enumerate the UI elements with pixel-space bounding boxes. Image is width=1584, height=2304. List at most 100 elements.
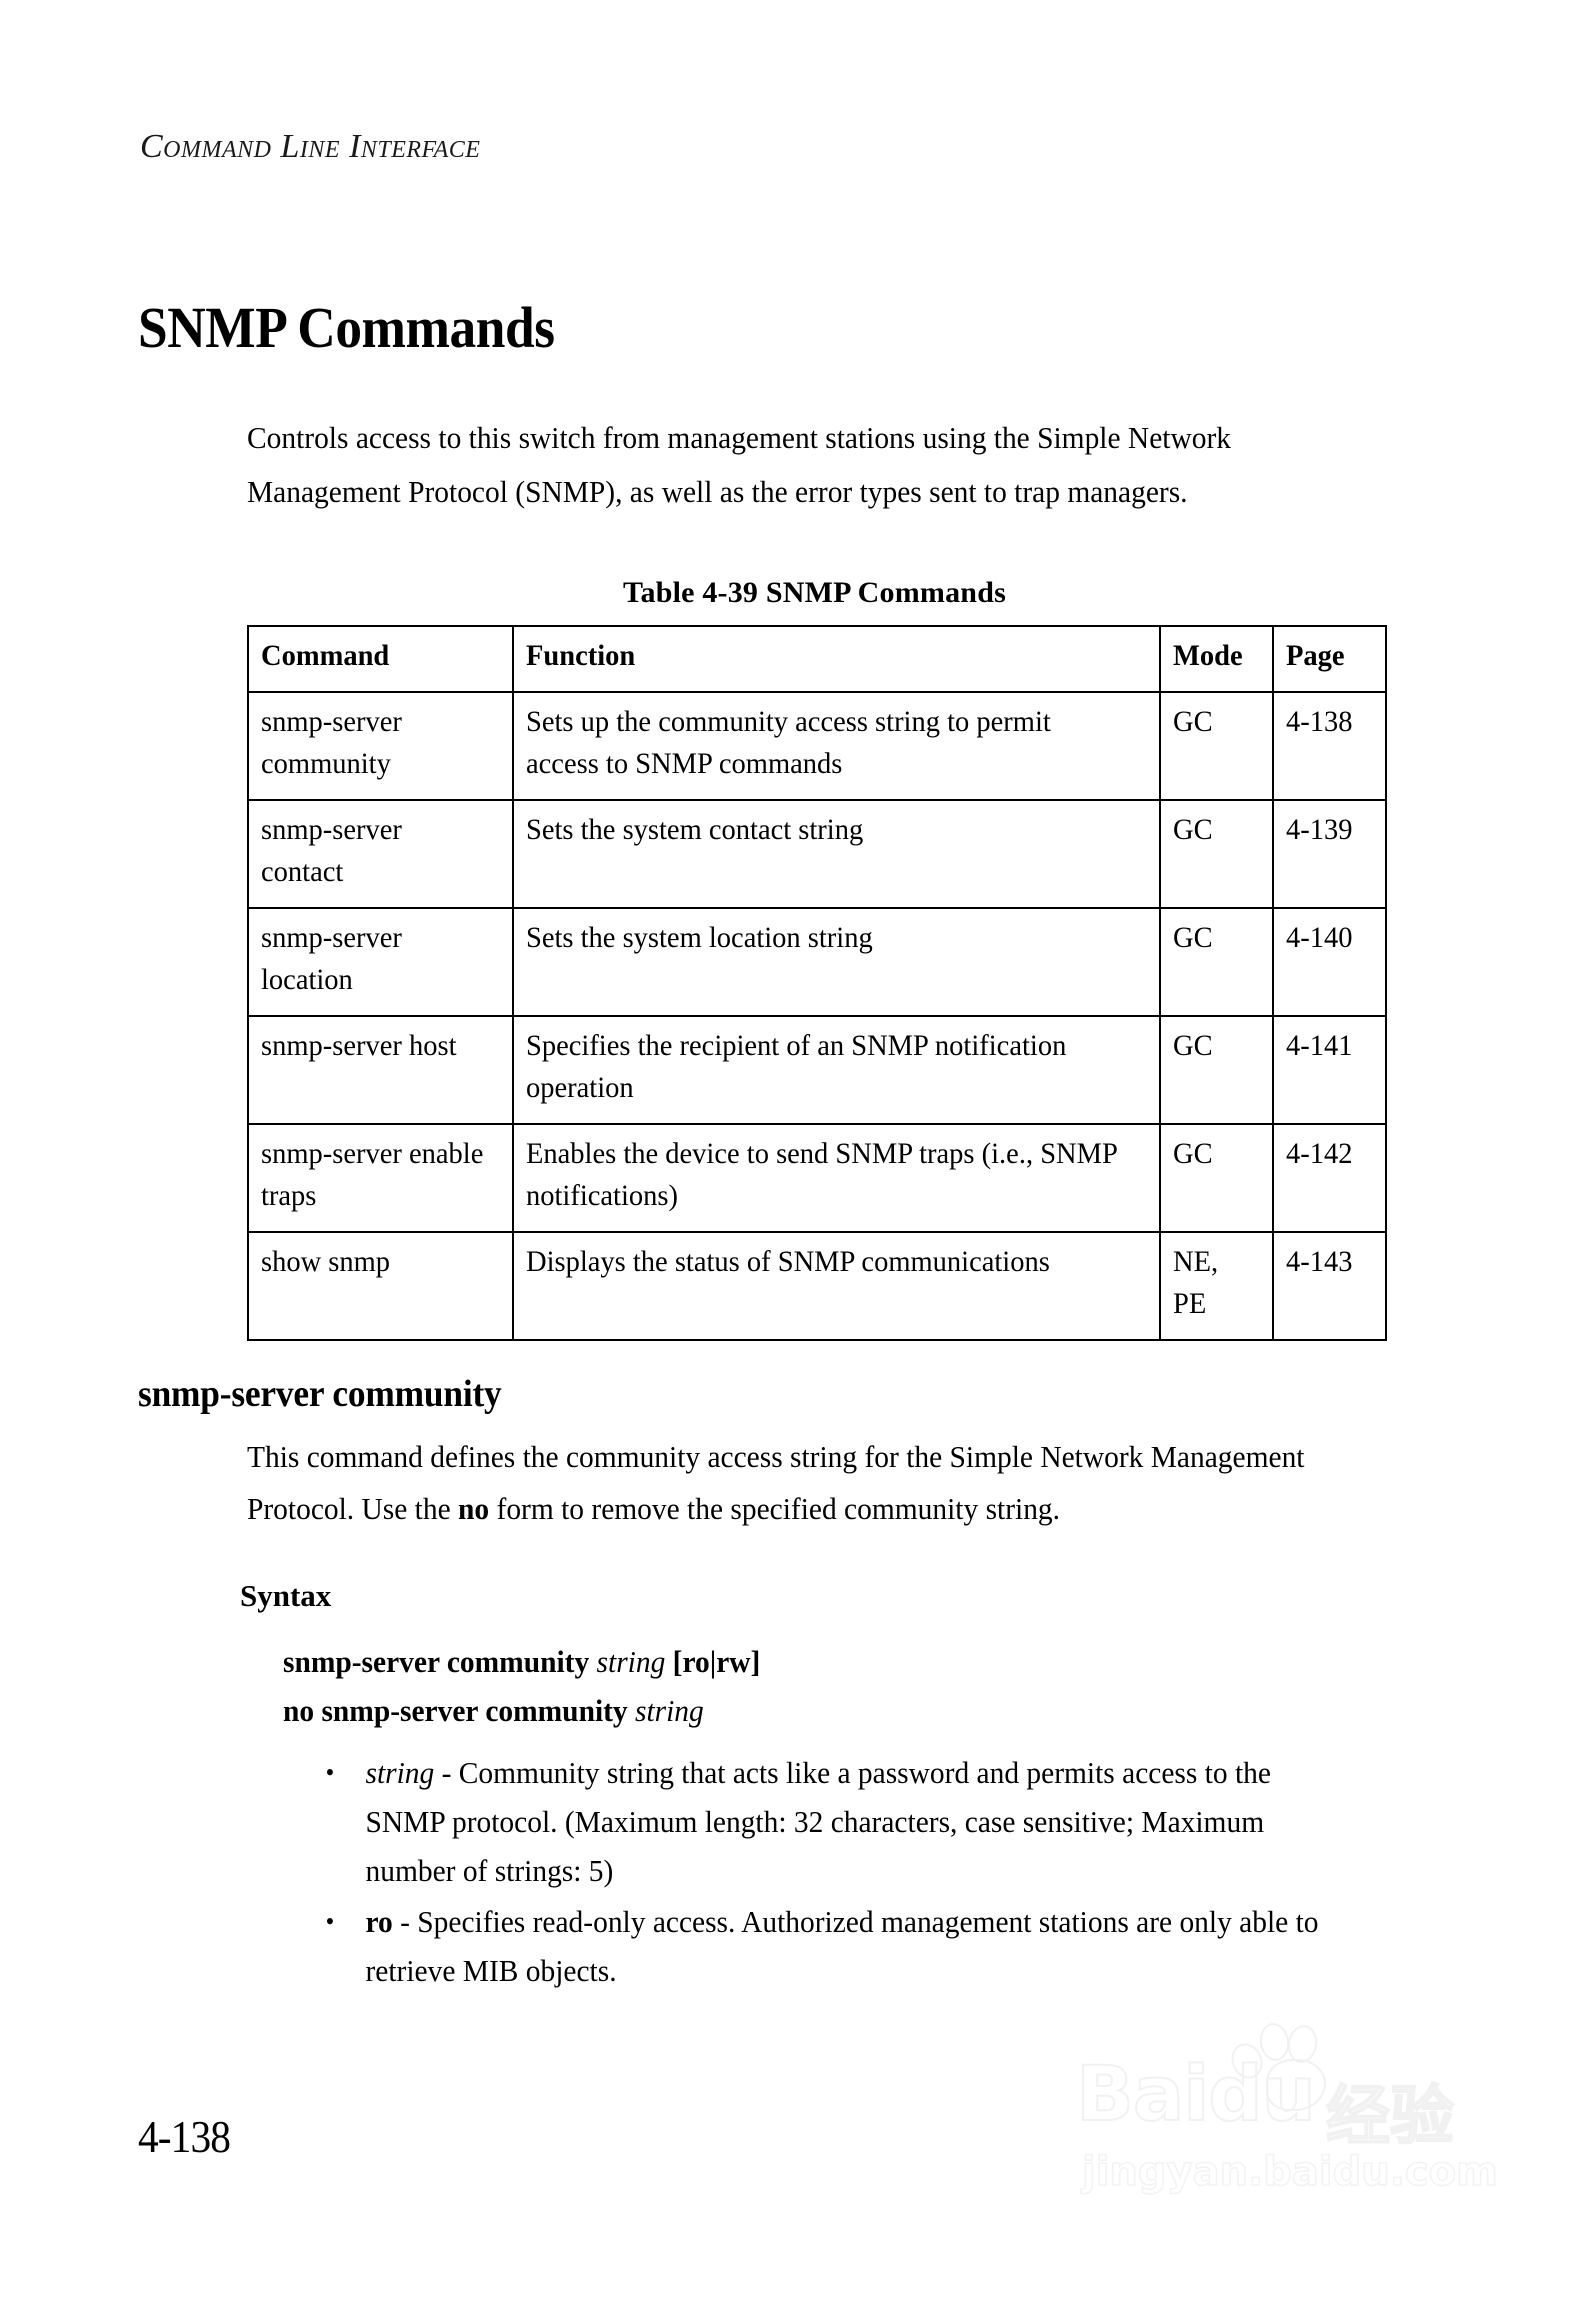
cell-command: snmp-server location	[247, 907, 514, 1017]
syntax-arg-string: string	[596, 1644, 666, 1679]
cell-text: snmp-server contact	[261, 813, 402, 888]
column-header-function: Function	[511, 625, 1161, 693]
cell-text: GC	[1172, 1029, 1213, 1062]
watermark-url: jingyan.baidu.com	[1081, 2148, 1498, 2196]
cell-mode: GC	[1158, 691, 1274, 801]
cell-text: snmp-server community	[261, 705, 402, 780]
cell-function: Sets up the community access string to p…	[511, 691, 1161, 801]
page-title: SNMP Commands	[138, 294, 555, 360]
watermark-brand-suffix: du	[1207, 2048, 1317, 2139]
syntax-command: snmp-server community	[283, 1644, 590, 1679]
intro-paragraph: Controls access to this switch from mana…	[247, 420, 1231, 509]
cell-text: 4-139	[1285, 813, 1353, 846]
cell-page: 4-142	[1271, 1123, 1388, 1233]
cell-mode: GC	[1158, 907, 1274, 1017]
cell-text: snmp-server host	[261, 1029, 457, 1062]
syntax-block: snmp-server community string [ro|rw] no …	[283, 1637, 760, 1735]
syntax-no-command: no snmp-server community	[283, 1693, 628, 1728]
cell-text: Enables the device to send SNMP traps (i…	[525, 1137, 1117, 1212]
section-paragraph-part1: This command defines the community acces…	[247, 1439, 1305, 1526]
table-row: snmp-server enable traps Enables the dev…	[247, 1123, 1388, 1233]
header-label: Page	[1285, 639, 1345, 672]
cell-text: NE, PE	[1172, 1245, 1218, 1320]
cell-mode: GC	[1158, 799, 1274, 909]
cell-page: 4-139	[1271, 799, 1388, 909]
cell-text: 4-140	[1285, 921, 1353, 954]
table-caption: Table 4-39 SNMP Commands	[623, 576, 1006, 609]
running-head: Command Line Interface	[140, 128, 481, 165]
table-row: snmp-server community Sets up the commun…	[247, 691, 1388, 801]
cell-page: 4-140	[1271, 907, 1388, 1017]
cell-page: 4-141	[1271, 1015, 1388, 1125]
syntax-line-1: snmp-server community string [ro|rw]	[283, 1637, 760, 1686]
header-label: Mode	[1172, 639, 1243, 672]
cell-function: Sets the system contact string	[511, 799, 1161, 909]
syntax-line-2: no snmp-server community string	[283, 1686, 760, 1735]
watermark-brand-text: Bai	[1075, 2048, 1210, 2139]
watermark-brand: Baidu	[1075, 2048, 1317, 2139]
cell-text: 4-142	[1285, 1137, 1353, 1170]
bullet-icon: •	[325, 1758, 335, 1787]
cell-text: GC	[1172, 813, 1213, 846]
parameter-term: ro	[365, 1904, 393, 1939]
cell-command: snmp-server host	[247, 1015, 514, 1125]
cell-text: 4-143	[1285, 1245, 1353, 1278]
header-label: Command	[261, 639, 390, 672]
list-item: • string - Community string that acts lik…	[318, 1748, 1339, 1895]
cell-text: Sets up the community access string to p…	[525, 705, 1051, 780]
table-header-row: Command Function Mode Page	[247, 625, 1388, 693]
cell-text: GC	[1172, 705, 1213, 738]
column-header-page: Page	[1271, 625, 1388, 693]
paw-icon	[1226, 2017, 1336, 2113]
bullet-icon: •	[325, 1907, 335, 1936]
cell-function: Enables the device to send SNMP traps (i…	[511, 1123, 1161, 1233]
table-row: show snmp Displays the status of SNMP co…	[247, 1231, 1388, 1341]
cell-command: snmp-server contact	[247, 799, 514, 909]
table-row: snmp-server location Sets the system loc…	[247, 907, 1388, 1017]
cell-text: snmp-server enable traps	[261, 1137, 484, 1212]
parameter-description: - Community string that acts like a pass…	[365, 1755, 1271, 1888]
cell-page: 4-143	[1271, 1231, 1388, 1341]
parameter-term: string	[365, 1755, 435, 1790]
cell-text: Specifies the recipient of an SNMP notif…	[525, 1029, 1067, 1104]
column-header-mode: Mode	[1158, 625, 1274, 693]
cell-text: 4-138	[1285, 705, 1353, 738]
cell-text: show snmp	[261, 1245, 391, 1278]
cell-text: 4-141	[1285, 1029, 1353, 1062]
snmp-commands-table: Command Function Mode Page snmp-server c…	[247, 625, 1388, 1341]
syntax-options: [ro|rw]	[672, 1644, 761, 1679]
cell-page: 4-138	[1271, 691, 1388, 801]
watermark-chinese: 经验	[1325, 2079, 1455, 2155]
cell-command: show snmp	[247, 1231, 514, 1341]
cell-command: snmp-server community	[247, 691, 514, 801]
cell-text: Displays the status of SNMP communicatio…	[525, 1245, 1050, 1278]
parameter-description: - Specifies read-only access. Authorized…	[365, 1904, 1319, 1988]
cell-text: snmp-server location	[261, 921, 402, 996]
cell-text: Sets the system contact string	[525, 813, 863, 846]
cell-function: Sets the system location string	[511, 907, 1161, 1017]
section-paragraph: This command defines the community acces…	[247, 1431, 1340, 1535]
header-label: Function	[525, 639, 636, 672]
parameter-list: • string - Community string that acts lik…	[318, 1748, 1339, 1997]
cell-text: GC	[1172, 1137, 1213, 1170]
baidu-watermark: Baidu 经验 jingyan.baidu.com	[1075, 2021, 1506, 2226]
column-header-command: Command	[247, 625, 514, 693]
syntax-label: Syntax	[240, 1578, 332, 1613]
section-paragraph-bold-no: no	[458, 1491, 490, 1526]
section-heading: snmp-server community	[138, 1372, 502, 1415]
table-row: snmp-server host Specifies the recipient…	[247, 1015, 1388, 1125]
cell-text: Sets the system location string	[525, 921, 873, 954]
cell-mode: NE, PE	[1158, 1231, 1274, 1341]
cell-text: GC	[1172, 921, 1213, 954]
table-row: snmp-server contact Sets the system cont…	[247, 799, 1388, 909]
cell-function: Specifies the recipient of an SNMP notif…	[511, 1015, 1161, 1125]
list-item: • ro - Specifies read-only access. Author…	[318, 1897, 1339, 1995]
cell-mode: GC	[1158, 1015, 1274, 1125]
cell-function: Displays the status of SNMP communicatio…	[511, 1231, 1161, 1341]
section-paragraph-part2: form to remove the specified community s…	[489, 1491, 1061, 1526]
page-number: 4-138	[138, 2111, 231, 2162]
cell-mode: GC	[1158, 1123, 1274, 1233]
syntax-arg-string: string	[635, 1693, 704, 1728]
cell-command: snmp-server enable traps	[247, 1123, 514, 1233]
